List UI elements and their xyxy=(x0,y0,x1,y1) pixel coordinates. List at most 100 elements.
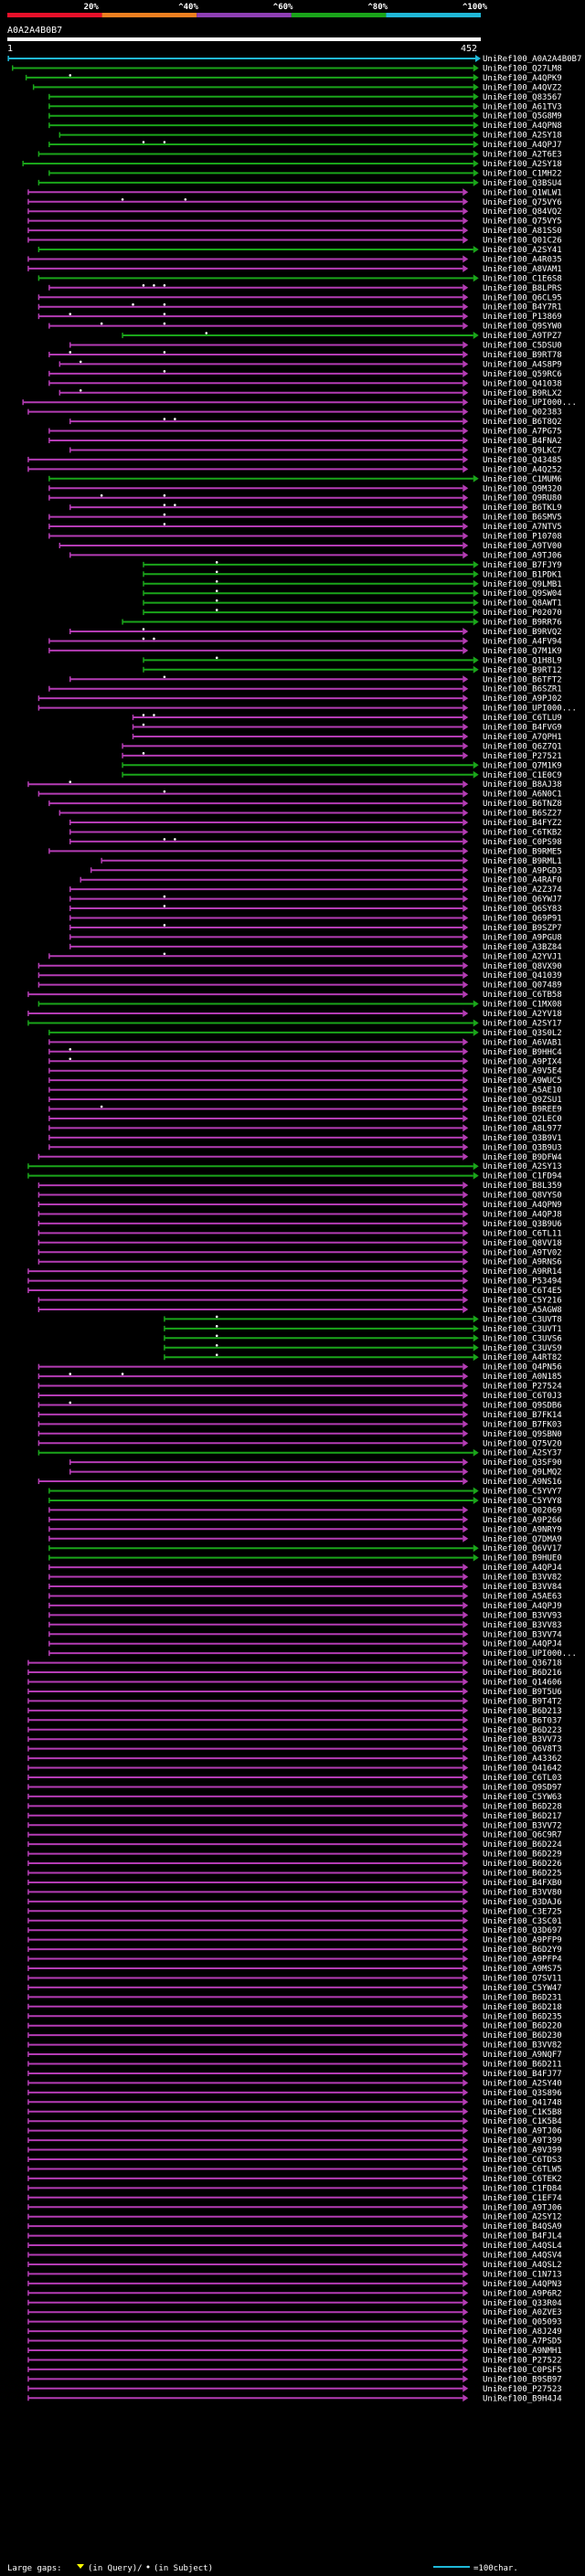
hit-row[interactable]: UniRef100_A2T6E3 xyxy=(37,150,562,160)
hit-row[interactable]: UniRef100_A5AE63 xyxy=(48,1592,562,1601)
hit-id-label[interactable]: UniRef100_B6SZ27 xyxy=(483,810,562,819)
hit-row[interactable]: UniRef100_Q75VY5 xyxy=(27,217,562,227)
hit-row[interactable]: UniRef100_A4QSV4 xyxy=(27,2251,562,2261)
hit-row[interactable]: UniRef100_UPI000... xyxy=(48,1649,577,1659)
hit-id-label[interactable]: UniRef100_A9RNS6 xyxy=(483,1258,562,1267)
hit-row[interactable]: UniRef100_Q41038 xyxy=(48,379,562,388)
hit-id-label[interactable]: UniRef100_B9RT12 xyxy=(483,666,562,675)
hit-id-label[interactable]: UniRef100_P27524 xyxy=(483,1383,562,1392)
hit-row[interactable]: UniRef100_Q8AWT1 xyxy=(143,599,562,609)
hit-id-label[interactable]: UniRef100_B7FK03 xyxy=(483,1420,562,1429)
hit-id-label[interactable]: UniRef100_A4QPN9 xyxy=(483,1201,562,1210)
hit-row[interactable]: UniRef100_C6TLU9 xyxy=(132,714,562,723)
hit-row[interactable]: UniRef100_Q6CL95 xyxy=(37,293,562,302)
hit-row[interactable]: UniRef100_A4RT82 xyxy=(164,1353,562,1362)
hit-row[interactable]: UniRef100_B6SZR1 xyxy=(48,684,562,694)
hit-id-label[interactable]: UniRef100_Q8VV18 xyxy=(483,1239,562,1248)
hit-id-label[interactable]: UniRef100_A9V399 xyxy=(483,2147,562,2156)
hit-row[interactable]: UniRef100_Q9LMB1 xyxy=(143,579,562,589)
hit-row[interactable]: UniRef100_B9RVQ2 xyxy=(69,628,562,637)
hit-row[interactable]: UniRef100_A4QPN8 xyxy=(48,122,562,131)
hit-id-label[interactable]: UniRef100_Q36718 xyxy=(483,1659,562,1669)
hit-row[interactable]: UniRef100_Q83567 xyxy=(48,92,562,102)
hit-id-label[interactable]: UniRef100_A4RAF0 xyxy=(483,876,562,885)
hit-id-label[interactable]: UniRef100_B6D229 xyxy=(483,1850,562,1860)
hit-id-label[interactable]: UniRef100_B3VV74 xyxy=(483,1630,562,1639)
hit-row[interactable]: UniRef100_Q5G8M9 xyxy=(48,111,562,122)
hit-id-label[interactable]: UniRef100_A9T399 xyxy=(483,2136,562,2146)
hit-row[interactable]: UniRef100_Q6SY83 xyxy=(69,905,562,914)
hit-id-label[interactable]: UniRef100_A7NTV5 xyxy=(483,523,562,532)
hit-row[interactable]: UniRef100_C5YW47 xyxy=(27,1983,562,1993)
hit-row[interactable]: UniRef100_Q02069 xyxy=(48,1506,562,1515)
hit-row[interactable]: UniRef100_P27521 xyxy=(122,751,562,761)
hit-row[interactable]: UniRef100_Q84VQ2 xyxy=(27,207,562,217)
hit-id-label[interactable]: UniRef100_A2SY41 xyxy=(483,246,562,255)
hit-row[interactable]: UniRef100_Q9SD97 xyxy=(27,1783,562,1792)
hit-id-label[interactable]: UniRef100_Q2LEC0 xyxy=(483,1115,562,1124)
hit-row[interactable]: UniRef100_A9P6R2 xyxy=(27,2289,562,2298)
hit-id-label[interactable]: UniRef100_Q84VQ2 xyxy=(483,207,562,217)
hit-row[interactable]: UniRef100_Q43485 xyxy=(27,455,562,465)
hit-row[interactable]: UniRef100_B4FJ77 xyxy=(27,2069,562,2079)
hit-row[interactable]: UniRef100_A4Q252 xyxy=(27,465,562,474)
hit-id-label[interactable]: UniRef100_Q5G8M9 xyxy=(483,112,562,122)
hit-id-label[interactable]: UniRef100_B4FXB0 xyxy=(483,1879,562,1888)
hit-row[interactable]: UniRef100_B9T5U6 xyxy=(27,1687,562,1697)
hit-row[interactable]: UniRef100_P10708 xyxy=(48,532,562,542)
hit-row[interactable]: UniRef100_Q3S0L2 xyxy=(48,1028,562,1038)
hit-row[interactable]: UniRef100_Q41748 xyxy=(27,2098,562,2107)
hit-row[interactable]: UniRef100_Q3B9V1 xyxy=(48,1133,562,1143)
hit-row[interactable]: UniRef100_C6TLW5 xyxy=(27,2165,562,2174)
hit-id-label[interactable]: UniRef100_Q3S0L2 xyxy=(483,1029,562,1038)
hit-row[interactable]: UniRef100_P02070 xyxy=(143,609,562,618)
hit-id-label[interactable]: UniRef100_C5DSU0 xyxy=(483,342,562,351)
hit-id-label[interactable]: UniRef100_Q8VYS0 xyxy=(483,1192,562,1201)
hit-id-label[interactable]: UniRef100_A4QPN8 xyxy=(483,122,562,131)
hit-id-label[interactable]: UniRef100_B6T8Q2 xyxy=(483,418,562,427)
hit-row[interactable]: UniRef100_Q9SDB6 xyxy=(37,1401,562,1410)
hit-row[interactable]: UniRef100_Q75V20 xyxy=(37,1439,562,1448)
hit-row[interactable]: UniRef100_A4QPN3 xyxy=(27,2279,562,2289)
hit-row[interactable]: UniRef100_B6D218 xyxy=(27,2002,562,2012)
hit-id-label[interactable]: UniRef100_A4FV94 xyxy=(483,637,562,646)
hit-id-label[interactable]: UniRef100_C1E6S8 xyxy=(483,274,562,283)
hit-id-label[interactable]: UniRef100_A4RT82 xyxy=(483,1353,562,1362)
hit-row[interactable]: UniRef100_Q8VV18 xyxy=(37,1238,562,1248)
hit-id-label[interactable]: UniRef100_C5YW63 xyxy=(483,1793,562,1802)
hit-id-label[interactable]: UniRef100_C6T4E5 xyxy=(483,1287,562,1296)
hit-id-label[interactable]: UniRef100_A2SY17 xyxy=(483,1019,562,1028)
hit-row[interactable]: UniRef100_B3VV80 xyxy=(27,1888,562,1897)
hit-id-label[interactable]: UniRef100_B9RT78 xyxy=(483,351,562,360)
hit-row[interactable]: UniRef100_Q7M1K9 xyxy=(48,646,562,656)
hit-id-label[interactable]: UniRef100_P13869 xyxy=(483,313,562,322)
hit-id-label[interactable]: UniRef100_Q05093 xyxy=(483,2318,562,2327)
hit-row[interactable]: UniRef100_B6D223 xyxy=(27,1725,562,1735)
hit-row[interactable]: UniRef100_B6D211 xyxy=(27,2060,562,2070)
hit-row[interactable]: UniRef100_A9MS75 xyxy=(27,1965,562,1974)
hit-id-label[interactable]: UniRef100_A5AGW8 xyxy=(483,1306,562,1315)
hit-id-label[interactable]: UniRef100_C0PSF5 xyxy=(483,2366,562,2375)
hit-id-label[interactable]: UniRef100_B9RVQ2 xyxy=(483,628,562,637)
hit-id-label[interactable]: UniRef100_A4QSV4 xyxy=(483,2252,562,2261)
hit-id-label[interactable]: UniRef100_A4QSL4 xyxy=(483,2242,562,2251)
hit-row[interactable]: UniRef100_Q9LKC7 xyxy=(69,446,562,455)
hit-row[interactable]: UniRef100_A9NS16 xyxy=(37,1478,562,1487)
hit-row[interactable]: UniRef100_Q75VY6 xyxy=(27,197,562,207)
hit-row[interactable]: UniRef100_A9TJ06 xyxy=(27,2126,562,2136)
hit-row[interactable]: UniRef100_Q6Z7Q1 xyxy=(122,742,562,751)
hit-id-label[interactable]: UniRef100_A7QPH1 xyxy=(483,733,562,742)
hit-row[interactable]: UniRef100_A4QSL4 xyxy=(27,2242,562,2251)
hit-id-label[interactable]: UniRef100_A5AE10 xyxy=(483,1087,562,1096)
hit-row[interactable]: UniRef100_Q6YWJ7 xyxy=(69,895,562,905)
hit-id-label[interactable]: UniRef100_B6D224 xyxy=(483,1840,562,1850)
hit-row[interactable]: UniRef100_Q3D697 xyxy=(27,1926,562,1935)
hit-id-label[interactable]: UniRef100_Q9M320 xyxy=(483,484,562,493)
hit-id-label[interactable]: UniRef100_A4QVZ2 xyxy=(483,83,562,92)
hit-id-label[interactable]: UniRef100_A6VAB1 xyxy=(483,1038,562,1047)
hit-id-label[interactable]: UniRef100_C3UVT1 xyxy=(483,1325,562,1334)
hit-row[interactable]: UniRef100_C6TL03 xyxy=(27,1774,562,1783)
hit-id-label[interactable]: UniRef100_B3VV93 xyxy=(483,1611,562,1620)
hit-id-label[interactable]: UniRef100_A61TV3 xyxy=(483,102,562,111)
hit-id-label[interactable]: UniRef100_Q9SD97 xyxy=(483,1783,562,1792)
